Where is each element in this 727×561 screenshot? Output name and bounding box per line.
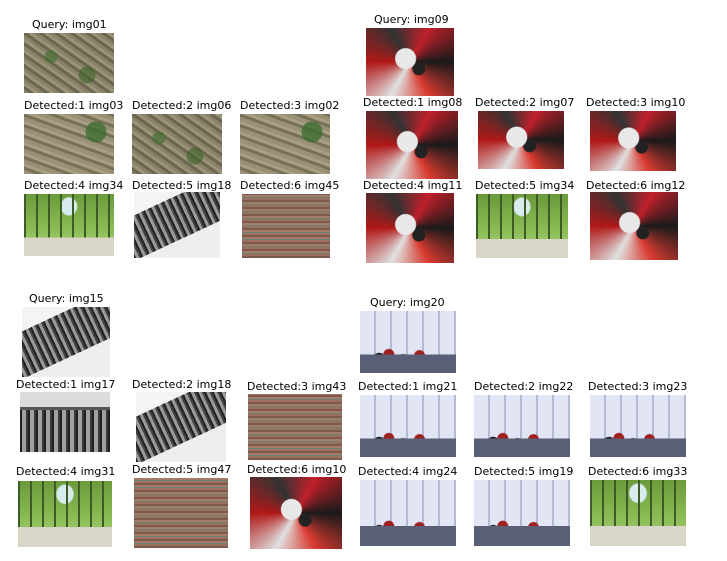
detected-caption: Detected:1 img17	[16, 378, 116, 391]
detected-caption: Detected:2 img22	[474, 380, 574, 393]
detected-caption: Detected:4 img24	[358, 465, 458, 478]
detected-image	[474, 480, 570, 546]
detected-image	[250, 477, 342, 549]
query-image	[360, 311, 456, 373]
detected-caption: Detected:3 img10	[586, 96, 686, 109]
detected-image	[366, 193, 454, 263]
detected-image	[24, 114, 114, 174]
detected-caption: Detected:1 img03	[24, 99, 124, 112]
detected-image	[590, 111, 676, 171]
detected-image	[476, 194, 568, 258]
detected-image	[590, 480, 686, 546]
detected-caption: Detected:4 img31	[16, 465, 116, 478]
detected-caption: Detected:2 img18	[132, 378, 232, 391]
query-caption: Query: img20	[370, 296, 445, 309]
query-image	[366, 28, 454, 96]
detected-caption: Detected:6 img10	[247, 463, 347, 476]
detected-caption: Detected:3 img02	[240, 99, 340, 112]
detected-caption: Detected:4 img34	[24, 179, 124, 192]
detected-caption: Detected:6 img45	[240, 179, 340, 192]
detected-image	[478, 111, 564, 169]
detected-caption: Detected:3 img43	[247, 380, 347, 393]
detected-caption: Detected:2 img07	[475, 96, 575, 109]
detected-caption: Detected:5 img18	[132, 179, 232, 192]
detected-image	[240, 114, 330, 174]
detected-image	[24, 194, 114, 256]
detected-image	[366, 111, 458, 179]
detected-caption: Detected:4 img11	[363, 179, 463, 192]
query-caption: Query: img09	[374, 13, 449, 26]
detected-caption: Detected:5 img34	[475, 179, 575, 192]
detected-caption: Detected:3 img23	[588, 380, 688, 393]
query-image	[22, 307, 110, 377]
detected-image	[242, 194, 330, 258]
detected-image	[20, 392, 110, 452]
detected-image	[134, 478, 228, 548]
detected-caption: Detected:6 img33	[588, 465, 688, 478]
detected-image	[360, 395, 456, 457]
detected-image	[18, 481, 112, 547]
detected-image	[360, 480, 456, 546]
query-caption: Query: img15	[29, 292, 104, 305]
detected-caption: Detected:1 img21	[358, 380, 458, 393]
detected-image	[136, 392, 226, 462]
detected-image	[248, 394, 342, 460]
detected-caption: Detected:5 img19	[474, 465, 574, 478]
detected-image	[134, 192, 220, 258]
detected-caption: Detected:6 img12	[586, 179, 686, 192]
query-caption: Query: img01	[32, 18, 107, 31]
detected-image	[590, 395, 686, 457]
detected-image	[590, 192, 678, 260]
detected-caption: Detected:5 img47	[132, 463, 232, 476]
detected-caption: Detected:1 img08	[363, 96, 463, 109]
detected-caption: Detected:2 img06	[132, 99, 232, 112]
query-image	[24, 33, 114, 93]
detected-image	[132, 114, 222, 174]
detected-image	[474, 395, 570, 457]
